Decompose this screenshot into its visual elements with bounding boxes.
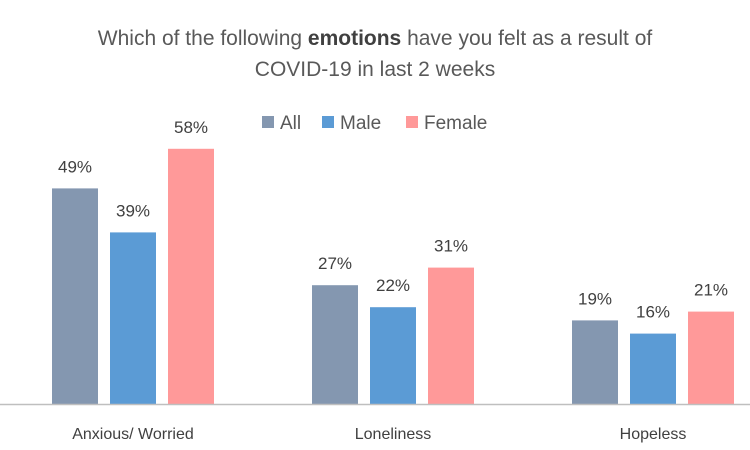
legend-swatch-male: [322, 116, 334, 128]
data-label-all-3: 19%: [578, 289, 612, 308]
category-label-1: Anxious/ Worried: [72, 426, 194, 443]
bars: [52, 148, 734, 404]
bar-male-3: [630, 333, 676, 404]
data-labels: 49% 39% 58% 27% 22% 31% 19% 16% 21%: [58, 118, 728, 322]
data-label-male-2: 22%: [376, 276, 410, 295]
x-axis: Anxious/ Worried Loneliness Hopeless: [0, 403, 750, 443]
legend-swatch-female: [406, 116, 418, 128]
bar-female-3: [688, 311, 734, 404]
data-label-female-2: 31%: [434, 237, 468, 256]
data-label-male-3: 16%: [636, 303, 670, 322]
bar-female-2: [428, 267, 474, 404]
legend-label-all: All: [280, 113, 301, 134]
chart-title-line-1: Which of the following emotions have you…: [98, 27, 653, 50]
data-label-female-1: 58%: [174, 118, 208, 137]
chart-title: Which of the following emotions have you…: [98, 27, 653, 81]
bar-all-1: [52, 188, 98, 404]
legend-swatch-all: [262, 116, 274, 128]
bar-male-1: [110, 232, 156, 404]
bar-all-2: [312, 285, 358, 404]
chart-title-emphasis: emotions: [308, 27, 401, 50]
chart-title-pre: Which of the following: [98, 27, 308, 50]
bar-male-2: [370, 307, 416, 404]
category-label-3: Hopeless: [620, 426, 687, 443]
data-label-all-1: 49%: [58, 157, 92, 176]
legend: All Male Female: [262, 113, 487, 134]
chart-title-line-2: COVID-19 in last 2 weeks: [255, 58, 495, 81]
chart-title-post: have you felt as a result of: [401, 27, 652, 50]
category-label-2: Loneliness: [355, 426, 432, 443]
legend-label-female: Female: [424, 113, 487, 134]
data-label-all-2: 27%: [318, 254, 352, 273]
bar-female-1: [168, 148, 214, 404]
data-label-male-1: 39%: [116, 201, 150, 220]
legend-label-male: Male: [340, 113, 381, 134]
bar-all-3: [572, 320, 618, 404]
data-label-female-3: 21%: [694, 281, 728, 300]
